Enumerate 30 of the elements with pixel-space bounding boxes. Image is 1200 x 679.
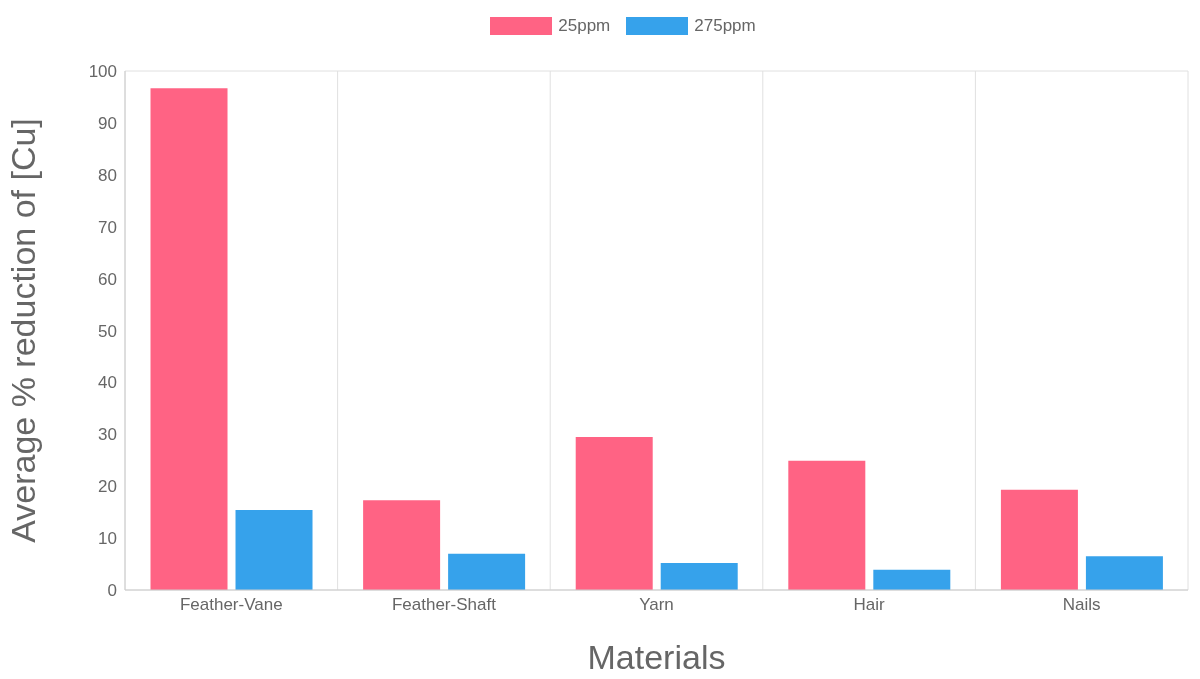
y-tick-label: 60 bbox=[98, 269, 117, 289]
y-axis-title: Average % reduction of [Cu] bbox=[4, 118, 43, 543]
x-tick-label: Feather-Shaft bbox=[391, 595, 497, 615]
bar bbox=[1000, 489, 1078, 590]
y-tick-label: 30 bbox=[98, 425, 117, 445]
bar bbox=[788, 460, 866, 590]
y-tick-label: 80 bbox=[98, 165, 117, 185]
y-tick-label: 20 bbox=[98, 477, 117, 497]
y-tick-label: 100 bbox=[88, 62, 117, 82]
x-axis-title: Materials bbox=[587, 638, 726, 676]
legend-label: 275ppm bbox=[694, 16, 756, 36]
y-tick-label: 0 bbox=[107, 581, 117, 601]
bar bbox=[235, 510, 313, 590]
x-tick-label: Hair bbox=[853, 595, 886, 615]
x-tick-label: Yarn bbox=[639, 595, 674, 615]
y-tick-label: 40 bbox=[98, 373, 117, 393]
bar bbox=[150, 88, 228, 590]
y-tick-label: 10 bbox=[98, 529, 117, 549]
x-tick-label: Feather-Vane bbox=[179, 595, 283, 615]
bar bbox=[660, 563, 738, 590]
bar bbox=[448, 553, 526, 590]
bar bbox=[575, 436, 653, 590]
bar bbox=[363, 500, 441, 590]
legend-label: 25ppm bbox=[558, 16, 611, 36]
y-tick-label: 50 bbox=[98, 321, 117, 341]
bar bbox=[1085, 556, 1163, 590]
y-tick-label: 70 bbox=[98, 217, 117, 237]
bar bbox=[873, 569, 951, 590]
y-tick-label: 90 bbox=[98, 113, 117, 133]
x-tick-label: Nails bbox=[1062, 595, 1101, 615]
